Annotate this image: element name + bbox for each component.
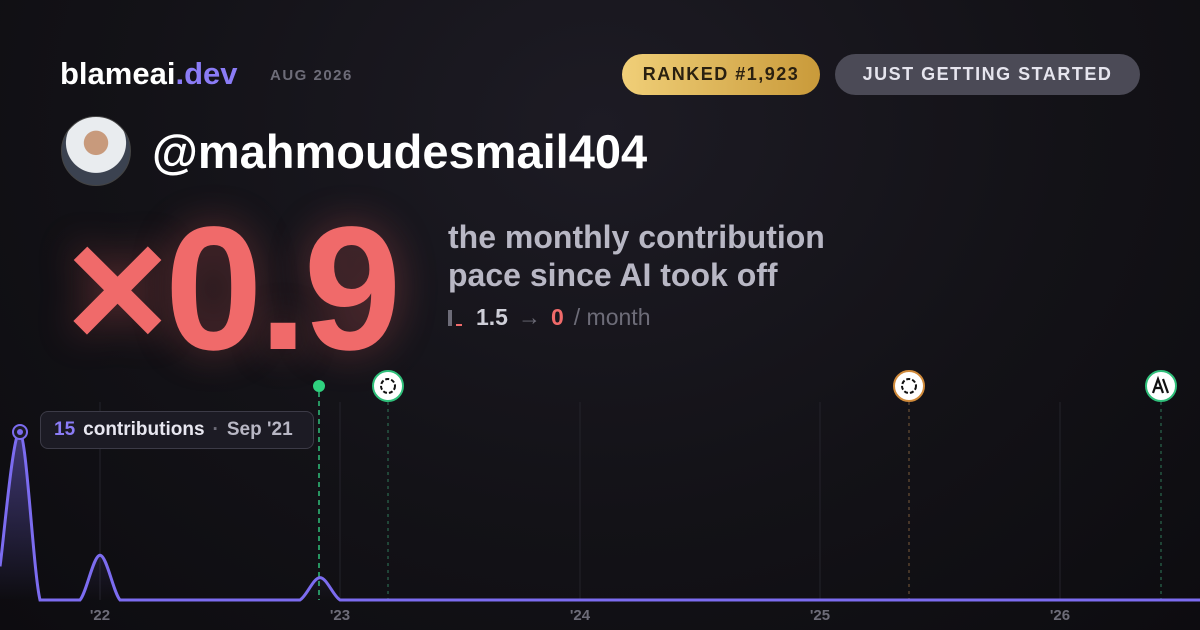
- x-tick-label: '24: [570, 607, 591, 624]
- tooltip-date: Sep '21: [226, 419, 293, 440]
- brand-name: blameai: [60, 56, 176, 91]
- openai-icon: [893, 370, 925, 402]
- event-markers: [313, 370, 1177, 600]
- brand-suffix: .dev: [175, 56, 238, 91]
- area-fill: [0, 431, 1200, 600]
- pace-before: 1.5: [476, 304, 508, 330]
- tooltip-separator: ·: [212, 419, 219, 440]
- tooltip-label: contributions: [83, 419, 205, 440]
- event-dot: [313, 380, 325, 392]
- pace-arrow: →: [517, 304, 541, 330]
- tooltip-value: 15: [54, 419, 76, 440]
- level-badge: JUST GETTING STARTED: [835, 54, 1140, 95]
- openai-icon: [372, 370, 404, 402]
- brand: blameai.dev: [60, 56, 237, 92]
- x-tick-label: '22: [90, 607, 110, 624]
- username: @mahmoudesmail404: [152, 125, 648, 178]
- hover-point-dot: [17, 429, 23, 435]
- description-line: pace since AI took off: [448, 257, 778, 293]
- multiplier: ×0.9: [66, 191, 401, 387]
- pace-unit: / month: [573, 304, 651, 330]
- pace-icon: [448, 309, 462, 326]
- openai-glyph: [380, 378, 396, 394]
- description: the monthly contribution pace since AI t…: [448, 218, 825, 294]
- x-tick-label: '26: [1050, 607, 1070, 624]
- x-tick-label: '23: [330, 607, 350, 624]
- openai-glyph: [901, 378, 917, 394]
- avatar: [61, 116, 131, 186]
- pace-after: 0: [550, 304, 564, 330]
- description-line: the monthly contribution: [448, 219, 825, 255]
- tooltip: 15 contributions · Sep '21: [40, 411, 314, 449]
- pace: 1.5 → 0 / month: [448, 304, 651, 331]
- x-tick-label: '25: [810, 607, 830, 624]
- date: AUG 2026: [270, 67, 353, 84]
- rank-badge: RANKED #1,923: [622, 54, 820, 95]
- anthropic-glyph: [1151, 375, 1170, 394]
- line: [0, 430, 1200, 602]
